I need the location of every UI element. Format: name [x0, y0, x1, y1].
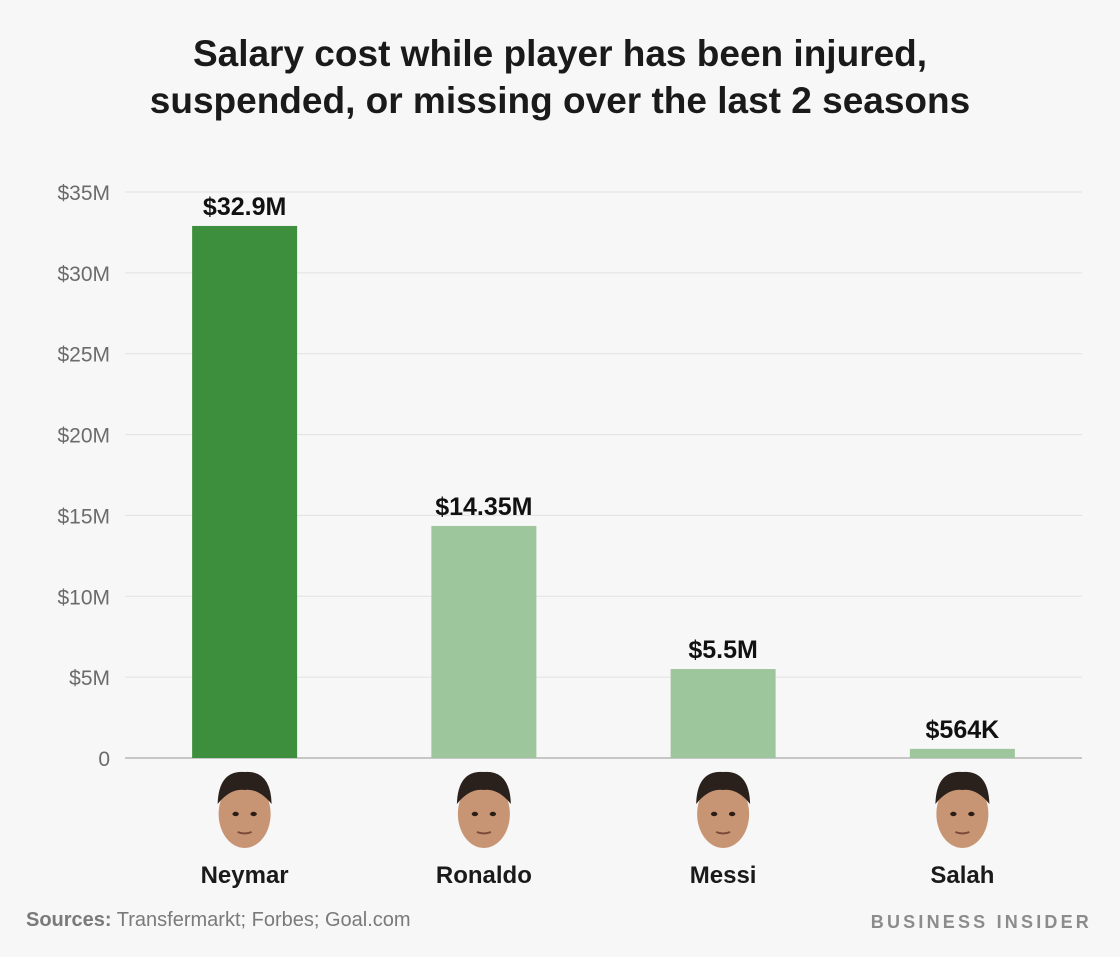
bar-salah [909, 748, 1015, 758]
neymar-face-icon [217, 771, 272, 848]
chart-title-line-1: Salary cost while player has been injure… [192, 33, 928, 74]
y-tick-label: $35M [57, 182, 110, 205]
y-tick-label: $10M [57, 586, 110, 609]
sources-note: Sources: Transfermarkt; Forbes; Goal.com [26, 909, 411, 932]
bar-neymar [192, 225, 298, 758]
bar-ronaldo [431, 525, 537, 758]
bars [192, 225, 1015, 758]
value-label-messi: $5.5M [688, 636, 757, 664]
category-labels: Neymar Ronaldo Messi Salah [201, 862, 995, 889]
y-tick-label: $30M [57, 263, 110, 286]
value-label-ronaldo: $14.35M [435, 493, 532, 521]
y-tick-label: $15M [57, 505, 110, 528]
category-icons [217, 771, 990, 848]
bar-value-labels: $32.9M $14.35M $5.5M $564K [203, 193, 999, 744]
category-label-messi: Messi [690, 862, 757, 889]
bar-messi [670, 669, 776, 758]
y-tick-label: $20M [57, 425, 110, 448]
ronaldo-face-icon [456, 771, 511, 848]
value-label-salah: $564K [926, 716, 1000, 744]
y-tick-label: $5M [69, 667, 110, 690]
salah-face-icon [935, 771, 990, 848]
value-label-neymar: $32.9M [203, 193, 286, 221]
category-label-ronaldo: Ronaldo [436, 862, 532, 889]
category-label-salah: Salah [930, 862, 994, 889]
chart-title: Salary cost while player has been injure… [0, 30, 1120, 124]
messi-face-icon [696, 771, 751, 848]
y-axis-tick-labels: 0 $5M $10M $15M $20M $25M $30M $35M [57, 182, 110, 771]
sources-lead: Sources: [26, 909, 112, 931]
chart-title-line-2: suspended, or missing over the last 2 se… [149, 80, 971, 121]
brand-logo: BUSINESS INSIDER [870, 912, 1092, 932]
y-tick-label: $25M [57, 344, 110, 367]
y-tick-label: 0 [98, 748, 110, 771]
sources-text: Transfermarkt; Forbes; Goal.com [111, 909, 411, 931]
category-label-neymar: Neymar [201, 862, 289, 889]
